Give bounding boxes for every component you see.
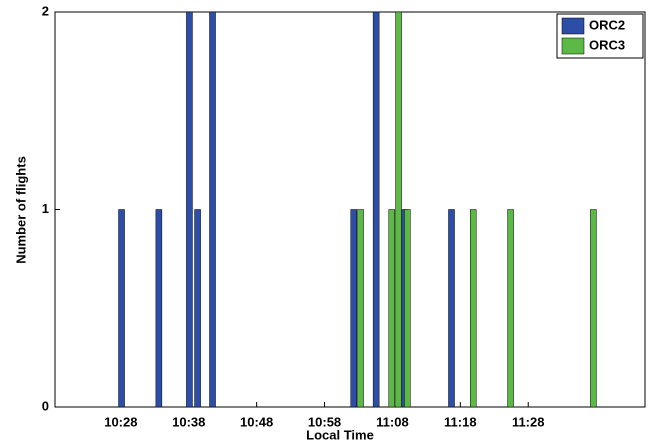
bar	[388, 209, 396, 408]
y-axis-label: Number of flights	[13, 156, 28, 264]
bar	[395, 11, 402, 408]
bar	[590, 209, 597, 408]
x-tick-label: 11:08	[376, 414, 409, 429]
legend-label: ORC3	[589, 37, 625, 52]
bar	[357, 209, 364, 408]
bar	[186, 11, 193, 408]
bar	[507, 209, 514, 408]
bar	[404, 209, 411, 408]
x-tick-label: 10:38	[172, 414, 205, 429]
y-tick-label: 2	[42, 3, 49, 18]
bar	[155, 209, 163, 408]
legend-swatch	[561, 37, 585, 55]
bar	[194, 209, 201, 408]
x-axis-label: Local Time	[306, 427, 374, 442]
bar	[118, 209, 125, 408]
x-tick-label: 11:28	[512, 414, 545, 429]
bar	[469, 209, 477, 408]
x-tick-label: 10:48	[240, 414, 273, 429]
bar	[448, 209, 455, 408]
bar	[209, 11, 216, 408]
legend-label: ORC2	[589, 17, 625, 32]
y-tick-label: 0	[42, 398, 49, 413]
x-tick-label: 10:58	[308, 414, 341, 429]
plot-frame	[54, 11, 646, 408]
legend-swatch	[561, 17, 585, 35]
y-tick-label: 1	[42, 201, 49, 216]
x-tick-label: 10:28	[104, 414, 137, 429]
x-tick-label: 11:18	[444, 414, 477, 429]
bar	[350, 209, 357, 408]
bar	[372, 11, 380, 408]
